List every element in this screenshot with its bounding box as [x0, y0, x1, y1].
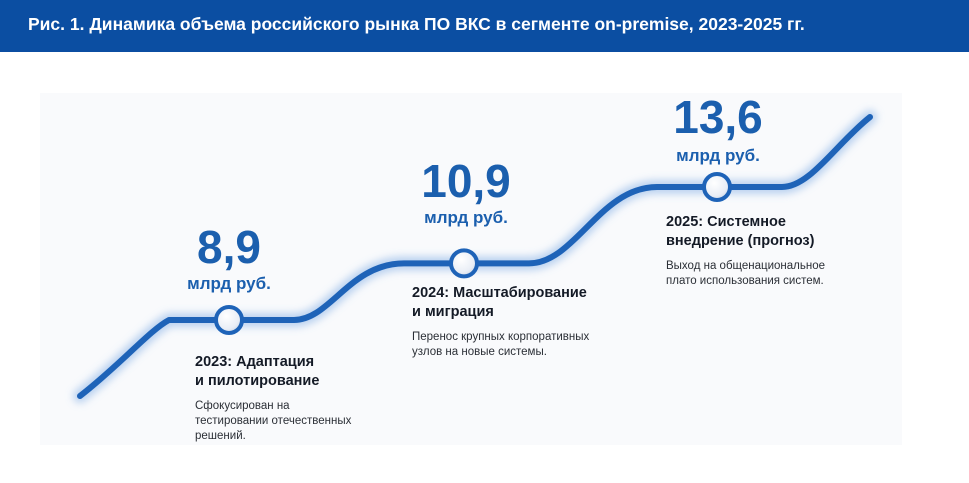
phase-title-2025: 2025: Системное внедрение (прогноз) — [666, 214, 815, 249]
figure-header: Рис. 1. Динамика объема российского рынк… — [0, 0, 969, 52]
phase-title-2024: 2024: Масштабирование и миграция — [412, 285, 587, 320]
phase-description-2024: Перенос крупных корпоративных узлов на н… — [412, 331, 590, 358]
trend-line — [77, 114, 873, 399]
value-label-2025: 13,6 — [673, 91, 763, 143]
phase-description-2023: Сфокусирован на тестировании отечественн… — [195, 400, 352, 442]
unit-label-2025: млрд руб. — [676, 146, 760, 165]
figure-title: Рис. 1. Динамика объема российского рынк… — [28, 14, 805, 34]
unit-label-2024: млрд руб. — [424, 208, 508, 227]
data-point-marker-2025 — [702, 172, 732, 202]
data-point-marker-2024 — [449, 248, 479, 279]
unit-label-2023: млрд руб. — [187, 274, 271, 293]
value-label-2023: 8,9 — [197, 221, 261, 273]
phase-description-2025: Выход на общенациональное плато использо… — [666, 260, 826, 287]
data-point-marker-2023 — [214, 305, 244, 335]
value-label-2024: 10,9 — [421, 155, 511, 207]
phase-title-2023: 2023: Адаптация и пилотирование — [195, 354, 320, 389]
